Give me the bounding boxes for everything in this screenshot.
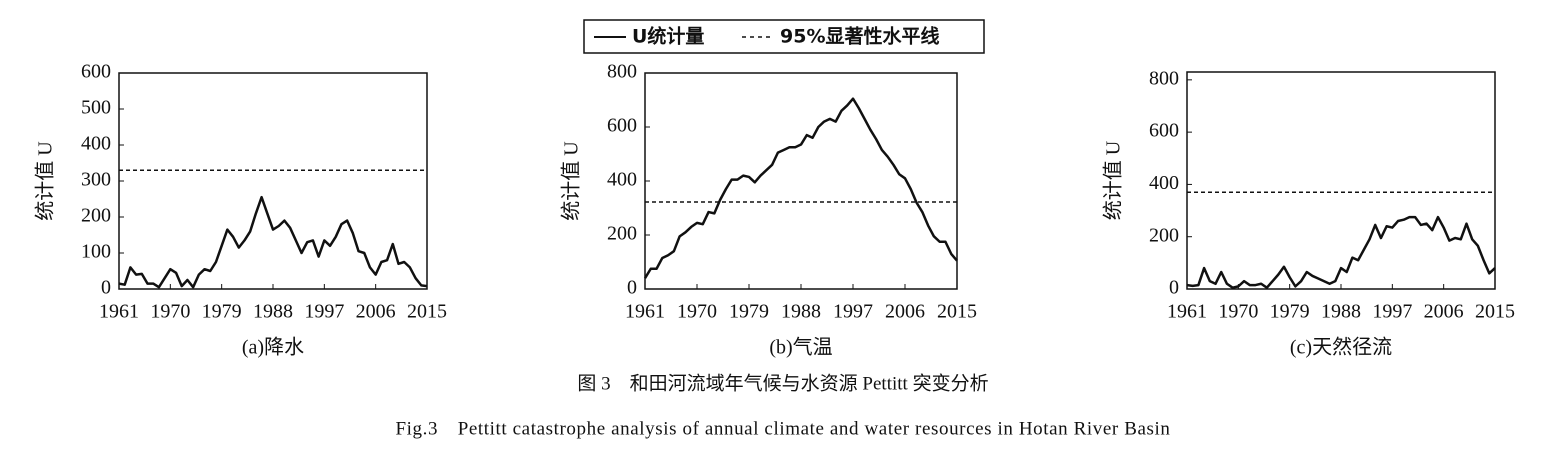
y-axis-label: 统计值 U: [560, 141, 583, 221]
x-tick-label: 1970: [677, 301, 717, 323]
y-tick-label: 400: [81, 133, 111, 155]
y-tick-label: 500: [81, 97, 111, 119]
legend-label: 95%显著性水平线: [780, 25, 939, 48]
y-tick-label: 300: [81, 169, 111, 191]
y-tick-label: 800: [607, 61, 637, 83]
chart: 0 200 400 600 800 1961 1970 1979 1988 1997 2006 201…: [560, 61, 977, 359]
y-tick-label: 100: [81, 241, 111, 263]
chart-title: (a)降水: [242, 336, 304, 359]
y-tick-label: 600: [1149, 120, 1179, 142]
x-tick-label: 1988: [781, 301, 821, 323]
series-line: [643, 97, 958, 279]
x-tick-label: 2006: [356, 301, 396, 323]
y-tick-label: 200: [1149, 224, 1179, 246]
x-tick-label: 1961: [99, 301, 139, 323]
x-tick-label: 1979: [1270, 301, 1310, 323]
x-tick-label: 1970: [150, 301, 190, 323]
y-tick-label: 600: [81, 61, 111, 83]
y-tick-label: 0: [101, 277, 111, 299]
chart: 0 200 400 600 800 1961 1970 1979 1988 1997 2006 201…: [1102, 67, 1515, 358]
x-tick-label: 1988: [253, 301, 293, 323]
x-tick-label: 1988: [1321, 301, 1361, 323]
y-tick-label: 400: [1149, 172, 1179, 194]
y-tick-label: 800: [1149, 67, 1179, 89]
x-tick-label: 2015: [407, 301, 447, 323]
chart: 0 100 200 300 400 500 600 1961 1970 1979 1988 1997 2…: [34, 61, 447, 359]
x-tick-label: 2015: [1475, 301, 1515, 323]
legend-label: U统计量: [632, 25, 704, 48]
x-tick-label: 2006: [1424, 301, 1464, 323]
figure-caption-en: Fig.3 Pettitt catastrophe analysis of an…: [396, 418, 1171, 439]
y-axis-label: 统计值 U: [1102, 140, 1125, 220]
plot-frame: [644, 72, 958, 290]
series-line: [1186, 215, 1496, 289]
y-tick-label: 0: [627, 277, 637, 299]
legend-box: [583, 19, 985, 54]
y-tick-label: 0: [1169, 277, 1179, 299]
y-tick-label: 200: [81, 205, 111, 227]
chart-title: (c)天然径流: [1290, 336, 1392, 359]
legend: U统计量 95%显著性水平线: [583, 19, 985, 54]
x-tick-label: 1997: [833, 301, 873, 323]
y-tick-label: 200: [607, 223, 637, 245]
x-tick-label: 1961: [1167, 301, 1207, 323]
x-tick-label: 1997: [304, 301, 344, 323]
plot-frame: [118, 72, 428, 290]
figure-caption: 图 3 和田河流域年气候与水资源 Pettitt 突变分析: [577, 372, 988, 394]
series-line: [118, 195, 428, 289]
x-tick-label: 1997: [1372, 301, 1412, 323]
x-tick-label: 1979: [729, 301, 769, 323]
y-tick-label: 600: [607, 115, 637, 137]
y-tick-label: 400: [607, 169, 637, 191]
x-tick-label: 1979: [202, 301, 242, 323]
plot-frame: [1186, 71, 1496, 290]
x-tick-label: 1961: [625, 301, 665, 323]
x-tick-label: 1970: [1218, 301, 1258, 323]
x-tick-label: 2015: [937, 301, 977, 323]
y-axis-label: 统计值 U: [34, 141, 57, 221]
chart-title: (b)气温: [769, 336, 832, 359]
x-tick-label: 2006: [885, 301, 925, 323]
